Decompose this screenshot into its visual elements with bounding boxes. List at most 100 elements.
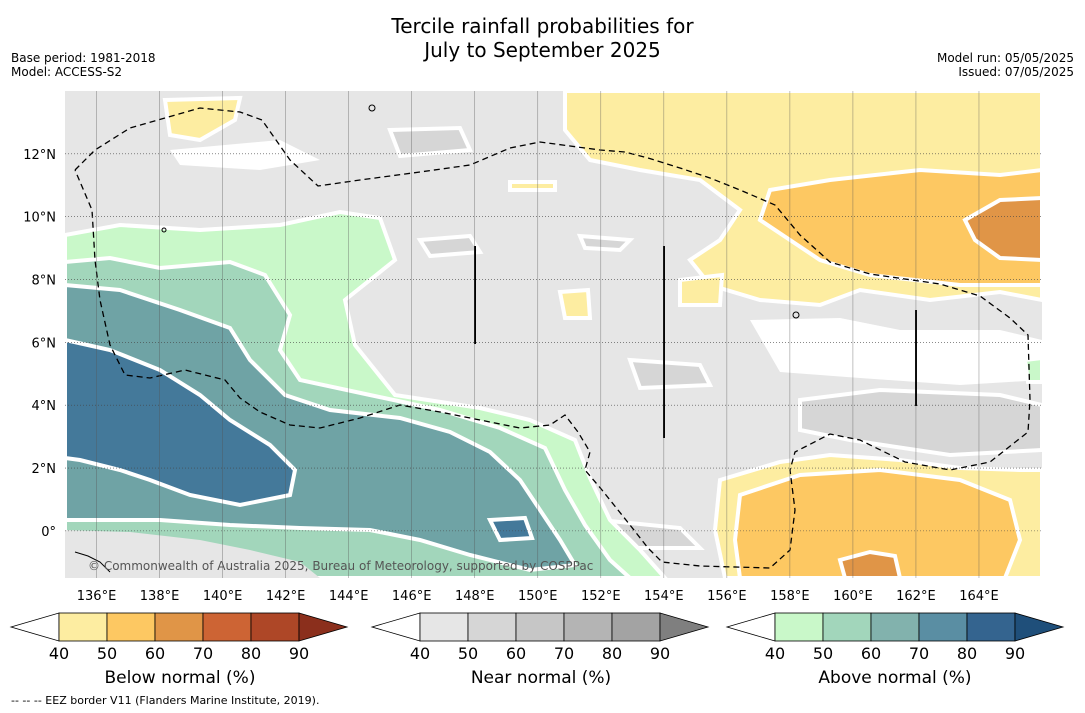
colorbar-tick-label: 50 — [458, 644, 478, 663]
title-line-1: Tercile rainfall probabilities for — [391, 14, 694, 38]
colorbar-min-extension — [9, 612, 60, 642]
colorbar-max-extension — [298, 612, 349, 642]
map-field — [65, 91, 1042, 578]
colorbar-tick-label: 50 — [813, 644, 833, 663]
colorbar-segment — [202, 612, 252, 642]
colorbar-segment — [918, 612, 968, 642]
latitude-label: 4°N — [32, 399, 57, 414]
colorbar-tick-label: 40 — [49, 644, 69, 663]
longitude-label: 158°E — [770, 589, 810, 604]
latitude-label: 6°N — [32, 336, 57, 351]
meta-right: Model run: 05/05/2025 Issued: 07/05/2025 — [937, 51, 1074, 79]
above-normal-70-region — [486, 515, 535, 543]
colorbar: 40 50 60 70 80 90 — [370, 612, 710, 663]
longitude-label: 154°E — [644, 589, 684, 604]
island — [161, 227, 167, 233]
eez-footnote: -- -- -- EEZ border V11 (Flanders Marine… — [11, 694, 320, 707]
colorbar-segment — [154, 612, 204, 642]
no-dominant-tercile-region — [170, 140, 320, 170]
longitude-label: 152°E — [581, 589, 621, 604]
longitude-label: 138°E — [140, 589, 180, 604]
longitude-labels: 136°E 138°E 140°E 142°E 144°E 146°E 148°E 150°E… — [77, 589, 999, 604]
latitude-labels: 12°N 10°N 8°N 6°N 4°N 2°N 0° — [23, 148, 56, 540]
island — [368, 104, 376, 112]
latitude-label: 2°N — [32, 462, 57, 477]
colorbars: 40 50 60 70 80 90 40 50 60 70 80 90 40 50 60 70 80 90 — [9, 612, 1065, 663]
above-normal-40-region — [1022, 355, 1042, 384]
colorbar-segment — [250, 612, 300, 642]
colorbar-tick-label: 80 — [957, 644, 977, 663]
colorbar-segment — [611, 612, 661, 642]
no-dominant-tercile-region — [750, 318, 1042, 385]
longitude-label: 150°E — [518, 589, 558, 604]
colorbar-max-extension — [659, 612, 710, 642]
graticule — [65, 91, 1042, 578]
map-title: Tercile rainfall probabilities for July … — [0, 14, 1085, 62]
colorbar-tick-label: 50 — [97, 644, 117, 663]
colorbar-title-near: Near normal (%) — [470, 668, 612, 688]
colorbar-segment — [966, 612, 1016, 642]
colorbar-segment — [58, 612, 108, 642]
copyright-notice: © Commonwealth of Australia 2025, Bureau… — [88, 559, 593, 573]
island — [792, 311, 800, 319]
colorbar-min-extension — [725, 612, 776, 642]
eez-border-fsm — [74, 107, 1031, 569]
below-normal-60-region — [837, 549, 903, 578]
model-run: Model run: 05/05/2025 — [936, 51, 1074, 65]
model-name: Model: ACCESS-S2 — [11, 65, 123, 79]
below-normal-40-region — [162, 95, 243, 143]
below-normal-60-region — [962, 195, 1042, 263]
colorbar-min-extension — [370, 612, 421, 642]
colorbar-segment — [822, 612, 872, 642]
colorbar-tick-label: 70 — [909, 644, 929, 663]
longitude-label: 146°E — [392, 589, 432, 604]
longitude-label: 142°E — [266, 589, 306, 604]
near-normal-40-region — [65, 530, 320, 578]
below-normal-40-region — [557, 287, 593, 320]
island — [74, 551, 111, 573]
colorbar-tick-label: 40 — [410, 644, 430, 663]
longitude-label: 140°E — [203, 589, 243, 604]
below-normal-50-region — [732, 467, 1023, 578]
below-normal-40-region — [678, 272, 725, 307]
colorbar-segment — [515, 612, 565, 642]
below-normal-50-region — [757, 167, 1042, 287]
colorbar-tick-label: 60 — [861, 644, 881, 663]
longitude-label: 156°E — [707, 589, 747, 604]
above-normal-70-region — [65, 337, 298, 508]
colorbar-tick-label: 70 — [193, 644, 213, 663]
colorbar-tick-label: 60 — [506, 644, 526, 663]
longitude-label: 148°E — [455, 589, 495, 604]
near-normal-50-region — [576, 233, 635, 253]
meta-left: Base period: 1981-2018 Model: ACCESS-S2 — [11, 51, 156, 79]
longitude-label: 144°E — [329, 589, 369, 604]
longitude-label: 164°E — [959, 589, 999, 604]
longitude-label: 136°E — [77, 589, 117, 604]
issued-date: Issued: 07/05/2025 — [958, 65, 1074, 79]
colorbar-tick-label: 80 — [241, 644, 261, 663]
longitude-label: 160°E — [833, 589, 873, 604]
colorbar-segment — [467, 612, 517, 642]
latitude-label: 0° — [41, 525, 56, 540]
longitude-label: 162°E — [896, 589, 936, 604]
colorbar-title-above: Above normal (%) — [818, 668, 972, 688]
colorbar-tick-label: 40 — [765, 644, 785, 663]
colorbar-segment — [774, 612, 824, 642]
colorbar-segment — [106, 612, 156, 642]
colorbar-tick-label: 90 — [289, 644, 309, 663]
latitude-label: 12°N — [23, 148, 56, 163]
colorbar-tick-label: 90 — [1005, 644, 1025, 663]
below-normal-40-region — [508, 180, 557, 192]
colorbar-title-below: Below normal (%) — [104, 668, 256, 688]
latitude-label: 8°N — [32, 274, 57, 289]
colorbar-segment — [419, 612, 469, 642]
colorbar: 40 50 60 70 80 90 — [9, 612, 349, 663]
colorbar-tick-label: 70 — [554, 644, 574, 663]
title-line-2: July to September 2025 — [424, 38, 661, 62]
colorbar: 40 50 60 70 80 90 — [725, 612, 1065, 663]
colorbar-tick-label: 80 — [602, 644, 622, 663]
colorbar-max-extension — [1014, 612, 1065, 642]
near-normal-50-region — [416, 233, 484, 259]
latitude-label: 10°N — [23, 211, 56, 226]
